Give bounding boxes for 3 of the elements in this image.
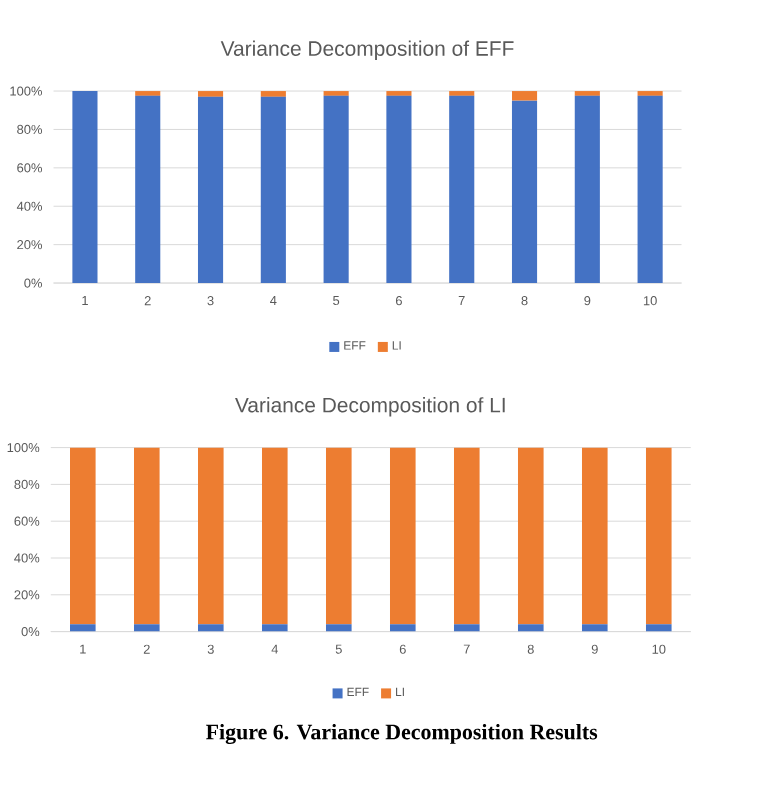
chart-title: Variance Decomposition of LI xyxy=(235,397,505,417)
chart-title: Variance Decomposition of EFF xyxy=(220,40,514,61)
caption: Figure 6. Variance Decomposition Results xyxy=(206,723,598,745)
